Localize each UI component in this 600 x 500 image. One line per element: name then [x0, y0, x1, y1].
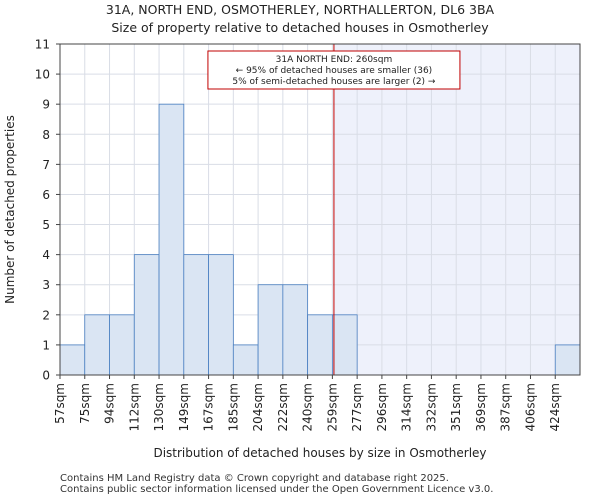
plot-area: [59, 43, 581, 376]
x-tick-label: 406sqm: [523, 383, 537, 431]
bar-424sqm: [554, 344, 581, 376]
x-tick-label: 296sqm: [375, 383, 389, 431]
x-tick-label: 130sqm: [152, 383, 166, 431]
y-tick-label: 2: [42, 308, 50, 322]
x-tick-label: 112sqm: [127, 383, 141, 431]
bar-112sqm: [133, 254, 160, 376]
x-tick-label: 167sqm: [202, 383, 216, 431]
x-tick-label: 75sqm: [78, 383, 92, 424]
bar-204sqm: [257, 284, 284, 376]
bar-222sqm: [282, 284, 309, 376]
bar-185sqm: [232, 344, 259, 376]
chart-title: Size of property relative to detached ho…: [111, 20, 489, 35]
x-tick-label: 240sqm: [301, 383, 315, 431]
annotation-line-1: 31A NORTH END: 260sqm: [276, 55, 393, 65]
larger-region-shade: [333, 44, 580, 375]
y-tick-label: 1: [42, 338, 50, 352]
bar-130sqm: [158, 103, 185, 376]
chart-title-address: 31A, NORTH END, OSMOTHERLEY, NORTHALLERT…: [105, 2, 495, 17]
x-axis-label: Distribution of detached houses by size …: [153, 446, 486, 460]
annotation-box: [207, 50, 461, 90]
y-tick-label: 0: [42, 369, 50, 383]
y-tick-label: 7: [42, 158, 50, 172]
bar-94sqm: [109, 314, 135, 376]
x-tick-label: 314sqm: [400, 383, 414, 431]
marker-annotation: 31A NORTH END: 260sqm ← 95% of detached …: [207, 50, 461, 90]
bar-167sqm: [208, 254, 234, 376]
y-tick-label: 4: [42, 248, 50, 262]
x-tick-label: 424sqm: [548, 383, 562, 431]
y-tick-label: 9: [42, 98, 50, 112]
bar-57sqm: [59, 344, 86, 376]
y-tick-label: 11: [35, 38, 50, 52]
x-tick-label: 204sqm: [251, 383, 265, 431]
annotation-line-2: ← 95% of detached houses are smaller (36…: [236, 66, 433, 76]
bar-240sqm: [307, 314, 333, 376]
annotation-line-3: 5% of semi-detached houses are larger (2…: [232, 77, 436, 87]
x-tick-label: 185sqm: [226, 383, 240, 431]
x-tick-label: 387sqm: [499, 383, 513, 431]
y-tick-label: 3: [42, 278, 50, 292]
x-tick-label: 94sqm: [103, 383, 117, 424]
y-tick-label: 10: [35, 68, 50, 82]
y-tick-label: 8: [42, 128, 50, 142]
x-tick-label: 351sqm: [449, 383, 463, 431]
y-tick-label: 6: [42, 188, 50, 202]
bar-149sqm: [183, 254, 209, 376]
x-tick-label: 369sqm: [474, 383, 488, 431]
x-tick-label: 57sqm: [53, 383, 67, 424]
y-tick-label: 5: [42, 218, 50, 232]
x-tick-label: 277sqm: [350, 383, 364, 431]
bar-259sqm: [331, 314, 358, 376]
y-axis-label: Number of detached properties: [3, 115, 17, 304]
y-axis-ticks: 0 1 2 3 4 5 6 7 8 9 10 11: [35, 38, 60, 383]
x-axis-ticks: 57sqm 75sqm 94sqm 112sqm 130sqm 149sqm 167sqm 1…: [53, 375, 562, 431]
histogram-chart: 0 1 2 3 4 5 6 7 8 9 10 11 57sqm 75sqm 94sqm 112sqm 130s…: [3, 38, 581, 460]
bars: [59, 103, 581, 376]
footer-licence: Contains public sector information licen…: [60, 484, 494, 495]
x-tick-label: 332sqm: [424, 383, 438, 431]
bar-75sqm: [84, 314, 110, 376]
footer-copyright: Contains HM Land Registry data © Crown c…: [60, 473, 449, 484]
x-tick-label: 259sqm: [325, 383, 339, 431]
x-tick-label: 222sqm: [276, 383, 290, 431]
x-tick-label: 149sqm: [177, 383, 191, 431]
